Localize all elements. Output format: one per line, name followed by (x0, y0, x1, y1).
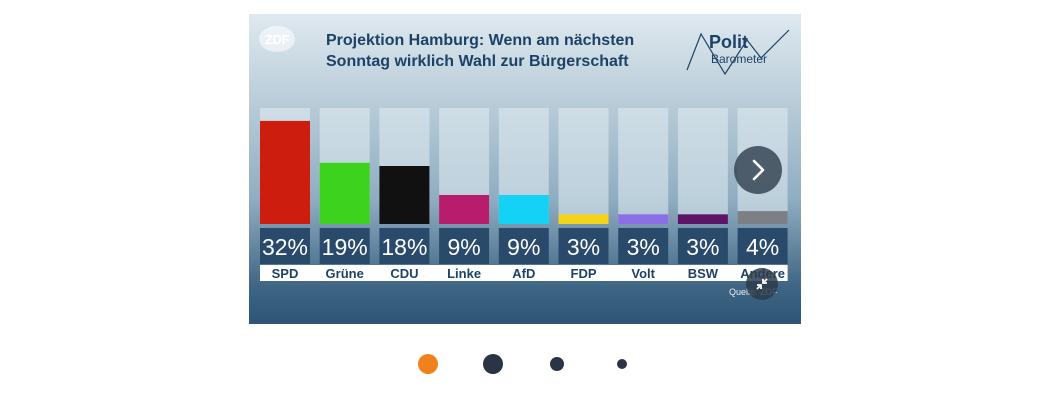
category-label-grüne: Grüne (326, 266, 364, 281)
politbarometer-zigzag-icon (686, 29, 790, 76)
bar-track (558, 108, 609, 224)
category-label-volt: Volt (631, 266, 655, 281)
bar-track (618, 108, 669, 224)
data-label-fdp: 3% (567, 234, 600, 260)
fullscreen-toggle-button[interactable] (746, 268, 778, 300)
chart-title: Projektion Hamburg: Wenn am nächsten Son… (326, 30, 686, 72)
poll-chart-card: ZDF Projektion Hamburg: Wenn am nächsten… (249, 14, 801, 324)
data-label-bsw: 3% (686, 234, 719, 260)
value-label-box (677, 228, 728, 264)
next-slide-button[interactable] (734, 146, 782, 194)
chevron-right-icon (752, 159, 765, 181)
category-label-bsw: BSW (688, 266, 719, 281)
category-label-cdu: CDU (390, 266, 418, 281)
value-label-box (498, 228, 549, 264)
category-label-afd: AfD (512, 266, 535, 281)
politbarometer-wordmark-line-2: Barometer (711, 52, 768, 66)
politbarometer-logo: Polit Barometer (681, 24, 793, 80)
bar-linke (439, 195, 490, 224)
value-label-box (319, 228, 370, 264)
bar-cdu (379, 166, 430, 224)
bar-spd (260, 120, 310, 224)
chart-title-line-1: Projektion Hamburg: Wenn am nächsten (326, 32, 635, 49)
value-label-box (558, 228, 609, 264)
data-label-volt: 3% (627, 234, 660, 260)
pagination-dot[interactable] (418, 354, 438, 374)
politbarometer-wordmark-line-1: Polit (709, 32, 748, 52)
data-label-afd: 9% (507, 234, 540, 260)
category-label-linke: Linke (447, 266, 481, 281)
zdf-logo: ZDF (259, 26, 295, 52)
bar-andere (737, 211, 788, 224)
value-label-box (737, 228, 788, 264)
bar-fdp (558, 214, 609, 224)
bar-volt (618, 214, 669, 224)
category-label-strip (260, 265, 788, 281)
bar-bsw (677, 214, 728, 224)
data-label-cdu: 18% (381, 234, 427, 260)
category-label-fdp: FDP (571, 266, 597, 281)
pagination-dot[interactable] (550, 357, 564, 371)
data-label-spd: 32% (262, 234, 308, 260)
bar-afd (498, 195, 549, 224)
value-label-box (379, 228, 430, 264)
value-label-box (618, 228, 669, 264)
data-label-grüne: 19% (322, 234, 368, 260)
bar-track (677, 108, 728, 224)
pagination-dot[interactable] (483, 354, 503, 374)
value-label-box (439, 228, 490, 264)
data-label-andere: 4% (746, 234, 779, 260)
category-label-spd: SPD (272, 266, 299, 281)
bar-chart: 32% SPD 19% Grüne 18% CDU 9% Linke 9% AfD 3% FDP 3% V… (260, 108, 788, 281)
value-label-box (260, 228, 310, 264)
data-label-linke: 9% (447, 234, 480, 260)
chart-title-line-2: Sonntag wirklich Wahl zur Bürgerschaft (326, 53, 629, 70)
collapse-arrows-icon (756, 278, 768, 290)
bar-grüne (319, 162, 370, 224)
pagination-dot[interactable] (617, 359, 627, 369)
